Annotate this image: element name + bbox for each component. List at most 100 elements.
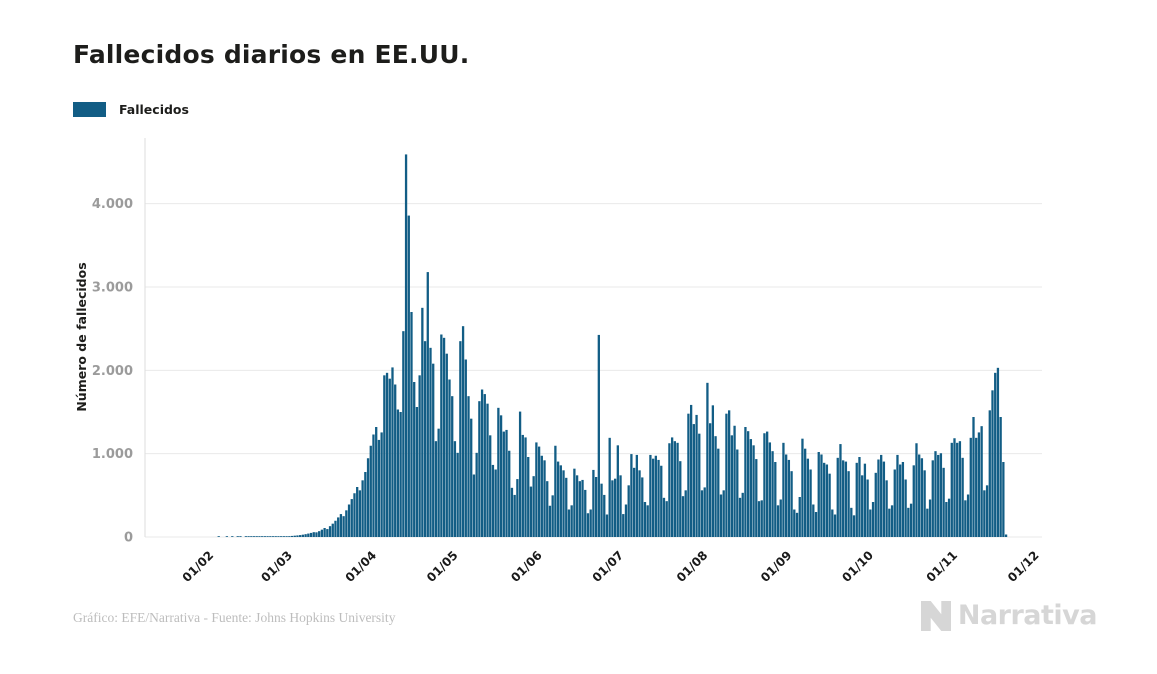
bar	[768, 442, 772, 537]
bar	[747, 431, 750, 537]
bar	[665, 501, 668, 537]
bar	[410, 312, 413, 537]
bar	[923, 470, 926, 537]
bar	[852, 515, 856, 537]
bar	[782, 442, 785, 537]
bar	[847, 471, 850, 537]
bar	[763, 433, 766, 537]
bar	[928, 499, 932, 537]
bar	[318, 531, 321, 537]
bar	[814, 512, 818, 537]
bar	[757, 501, 761, 537]
bar	[334, 520, 337, 537]
bar	[828, 473, 831, 537]
x-tick-label: 01/07	[590, 548, 627, 585]
bar	[559, 465, 562, 537]
bar	[812, 504, 815, 537]
bar	[842, 460, 845, 537]
bar	[958, 441, 962, 537]
bar	[274, 536, 277, 537]
legend: Fallecidos	[73, 102, 189, 117]
bar	[977, 432, 981, 537]
y-tick-label: 2.000	[92, 364, 133, 379]
bar	[942, 467, 945, 537]
bar	[931, 460, 934, 537]
bar	[706, 382, 709, 537]
bar	[247, 536, 250, 537]
x-tick-label: 01/06	[508, 548, 545, 585]
bar	[282, 536, 286, 537]
bar	[760, 500, 763, 537]
bar	[779, 499, 782, 537]
bar	[624, 504, 628, 537]
bar	[912, 465, 915, 537]
bar	[874, 472, 877, 537]
bar	[464, 359, 467, 537]
bar	[703, 487, 706, 537]
bar	[676, 442, 679, 537]
bar	[736, 449, 739, 537]
bar	[470, 418, 473, 537]
bar	[296, 535, 299, 537]
bar	[475, 452, 478, 537]
bar	[413, 382, 416, 537]
bar	[269, 536, 272, 537]
bar	[320, 529, 324, 537]
bar	[809, 469, 812, 537]
bar	[649, 454, 652, 537]
bar	[323, 528, 326, 537]
bar	[271, 536, 275, 537]
bar	[728, 410, 731, 537]
bar	[755, 459, 758, 537]
bar	[616, 445, 619, 537]
bar	[548, 505, 552, 537]
bar	[546, 481, 549, 537]
bar	[904, 479, 907, 537]
bar	[366, 458, 370, 537]
bar	[752, 445, 755, 537]
bar	[527, 457, 530, 537]
bar	[258, 536, 261, 537]
bar	[535, 442, 538, 537]
bar	[290, 535, 294, 537]
bar	[383, 375, 386, 537]
bar	[673, 441, 676, 537]
bar	[478, 401, 481, 537]
x-tick-label: 01/03	[258, 548, 295, 585]
bar	[461, 326, 465, 537]
bar	[717, 448, 720, 537]
chart-svg: 0 1.000 2.000 3.000 4.000 01/02 01/03 01/04 01/0…	[74, 138, 1042, 585]
bar	[388, 378, 391, 537]
bar	[722, 490, 725, 537]
bar	[423, 341, 427, 537]
bar	[513, 494, 516, 537]
bar	[575, 475, 579, 537]
bar	[565, 477, 568, 537]
bar	[432, 363, 435, 537]
bar	[489, 435, 492, 537]
y-tick-label: 0	[124, 531, 133, 546]
bar	[869, 509, 872, 537]
bar	[787, 459, 791, 537]
bar	[231, 536, 234, 537]
bar	[472, 474, 476, 537]
bar	[328, 526, 332, 537]
bar	[586, 513, 590, 537]
bar	[285, 536, 288, 537]
bar	[776, 505, 780, 537]
x-tick-label: 01/04	[343, 548, 380, 585]
bar	[836, 457, 839, 537]
bar	[385, 372, 389, 537]
bar	[266, 536, 269, 537]
bar	[817, 452, 820, 537]
bar	[714, 436, 717, 537]
bar	[643, 502, 647, 537]
bar	[337, 517, 340, 537]
bar	[956, 442, 959, 537]
bar	[263, 536, 267, 537]
bar	[785, 454, 788, 537]
bar	[567, 509, 571, 537]
bar	[934, 451, 937, 537]
bar	[880, 454, 883, 537]
